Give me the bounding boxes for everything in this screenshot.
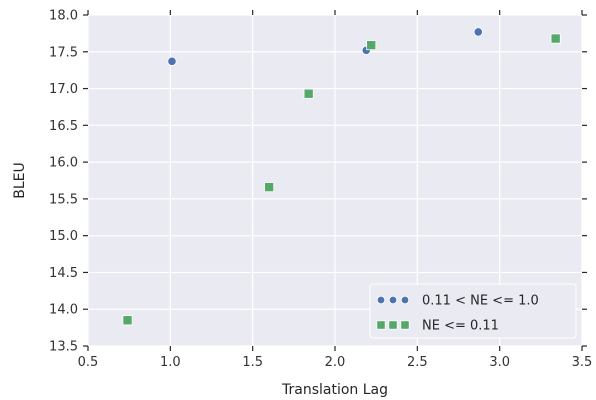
square-point — [264, 182, 275, 193]
legend-circle-marker — [376, 295, 386, 305]
legend-square-marker — [376, 320, 386, 330]
y-tick-label: 14.0 — [49, 303, 78, 318]
x-tick-label: 1.5 — [242, 355, 263, 370]
legend-circle-marker — [388, 295, 398, 305]
circle-point — [473, 27, 483, 37]
x-tick-label: 3.0 — [489, 355, 510, 370]
y-tick-label: 16.0 — [49, 156, 78, 171]
legend-label: 0.11 < NE <= 1.0 — [422, 294, 539, 309]
tick-labels: 0.5 1.0 1.5 2.0 2.5 3.0 3.5 13.5 14.0 14.5 15.0 15.… — [49, 9, 592, 371]
x-tick-label: 1.0 — [160, 355, 181, 370]
x-tick-label: 2.5 — [407, 355, 428, 370]
square-point — [122, 315, 133, 326]
x-tick-label: 3.5 — [572, 355, 593, 370]
x-tick-label: 2.0 — [325, 355, 346, 370]
y-tick-label: 17.0 — [49, 82, 78, 97]
square-point — [366, 40, 377, 51]
y-tick-label: 15.0 — [49, 229, 78, 244]
y-axis-label: BLEU — [12, 162, 28, 199]
x-tick-label: 0.5 — [78, 355, 99, 370]
legend-box — [369, 283, 577, 339]
legend: 0.11 < NE <= 1.0 NE <= 0.11 — [369, 283, 577, 339]
legend-label: NE <= 0.11 — [422, 319, 499, 334]
y-tick-label: 16.5 — [49, 119, 78, 134]
y-tick-label: 17.5 — [49, 45, 78, 60]
legend-square-marker — [400, 320, 410, 330]
ticks — [83, 10, 587, 351]
legend-square-marker — [388, 320, 398, 330]
y-tick-label: 15.5 — [49, 192, 78, 207]
square-point — [303, 88, 314, 99]
data-markers — [122, 27, 561, 326]
square-point — [550, 33, 561, 44]
y-tick-label: 13.5 — [49, 340, 78, 355]
y-tick-label: 14.5 — [49, 266, 78, 281]
y-tick-label: 18.0 — [49, 9, 78, 24]
x-axis-label: Translation Lag — [281, 382, 388, 398]
legend-circle-marker — [400, 295, 410, 305]
circle-point — [167, 56, 177, 66]
